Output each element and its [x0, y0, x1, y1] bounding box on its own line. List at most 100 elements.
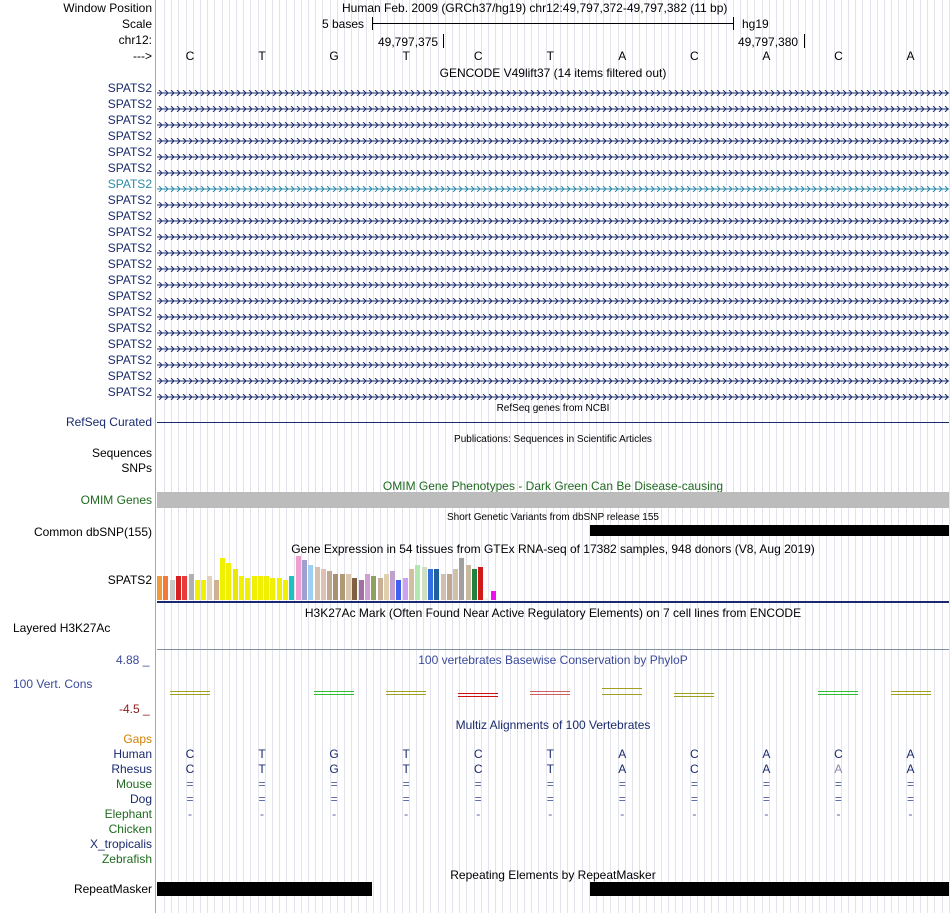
gencode-transcript-feature[interactable]	[157, 197, 949, 209]
multiz-species-label[interactable]: Rhesus	[111, 762, 152, 776]
gtex-tissue-bar[interactable]	[258, 576, 263, 600]
phylop-score-mark[interactable]	[674, 693, 714, 697]
gtex-tissue-bar[interactable]	[163, 576, 168, 600]
gtex-tissue-bar[interactable]	[485, 598, 490, 600]
gencode-transcript-feature[interactable]	[157, 133, 949, 145]
gencode-item-label[interactable]: SPATS2	[107, 273, 152, 287]
omim-track-title[interactable]: OMIM Gene Phenotypes - Dark Green Can Be…	[382, 479, 724, 493]
gtex-tissue-bar[interactable]	[189, 574, 194, 600]
gtex-tissue-bar[interactable]	[176, 576, 181, 600]
gtex-tissue-bar[interactable]	[315, 567, 320, 600]
gtex-tissue-bar[interactable]	[371, 576, 376, 600]
gencode-transcript-feature[interactable]	[157, 181, 949, 193]
h3k27ac-track-title[interactable]: H3K27Ac Mark (Often Found Near Active Re…	[304, 606, 802, 620]
omim-label[interactable]: OMIM Genes	[80, 493, 152, 507]
multiz-species-label[interactable]: X_tropicalis	[89, 837, 152, 851]
gencode-item-label[interactable]: SPATS2	[107, 289, 152, 303]
multiz-species-label[interactable]: Chicken	[108, 822, 152, 836]
gtex-tissue-bar[interactable]	[195, 580, 200, 600]
multiz-species-label[interactable]: Mouse	[115, 777, 152, 791]
gencode-transcript-feature[interactable]	[157, 325, 949, 337]
gencode-item-label[interactable]: SPATS2	[107, 193, 152, 207]
gencode-transcript-feature[interactable]	[157, 389, 949, 401]
gtex-tissue-bar[interactable]	[302, 560, 307, 600]
gtex-tissue-bar[interactable]	[453, 569, 458, 600]
gtex-tissue-bar[interactable]	[384, 574, 389, 600]
dbsnp-track-title[interactable]: Short Genetic Variants from dbSNP releas…	[447, 512, 659, 523]
gencode-transcript-feature[interactable]	[157, 309, 949, 321]
gtex-tissue-bar[interactable]	[321, 569, 326, 600]
gencode-item-label[interactable]: SPATS2	[107, 337, 152, 351]
gtex-tissue-bar[interactable]	[434, 569, 439, 600]
gtex-tissue-bar[interactable]	[478, 567, 483, 600]
gencode-transcript-feature[interactable]	[157, 149, 949, 161]
gtex-tissue-bar[interactable]	[327, 571, 332, 600]
gencode-transcript-feature[interactable]	[157, 277, 949, 289]
gtex-tissue-bar[interactable]	[409, 569, 414, 600]
gencode-transcript-feature[interactable]	[157, 165, 949, 177]
gencode-transcript-feature[interactable]	[157, 261, 949, 273]
gtex-tissue-bar[interactable]	[428, 569, 433, 600]
gtex-tissue-bar[interactable]	[283, 580, 288, 600]
gencode-transcript-feature[interactable]	[157, 373, 949, 385]
gencode-item-label[interactable]: SPATS2	[107, 225, 152, 239]
h3k27ac-label[interactable]: Layered H3K27Ac	[13, 621, 111, 635]
repeatmasker-label[interactable]: RepeatMasker	[73, 882, 152, 896]
gtex-tissue-bar[interactable]	[296, 556, 301, 600]
gencode-item-label[interactable]: SPATS2	[107, 257, 152, 271]
gtex-tissue-bar[interactable]	[340, 574, 345, 600]
gencode-transcript-feature[interactable]	[157, 213, 949, 225]
gencode-item-label[interactable]: SPATS2	[107, 321, 152, 335]
gencode-item-label[interactable]: SPATS2	[107, 385, 152, 399]
gtex-tissue-bar[interactable]	[252, 576, 257, 600]
gtex-tissue-bar[interactable]	[352, 578, 357, 600]
gtex-tissue-bar[interactable]	[214, 580, 219, 600]
gtex-tissue-bar[interactable]	[365, 574, 370, 600]
publications-track-title[interactable]: Publications: Sequences in Scientific Ar…	[454, 434, 652, 445]
phylop-score-mark[interactable]	[602, 688, 642, 695]
gtex-tissue-bar[interactable]	[233, 569, 238, 600]
gtex-tissue-bar[interactable]	[472, 569, 477, 600]
gtex-tissue-bar[interactable]	[390, 571, 395, 600]
gtex-tissue-bar[interactable]	[396, 580, 401, 600]
gtex-tissue-bar[interactable]	[277, 578, 282, 600]
gtex-track-title[interactable]: Gene Expression in 54 tissues from GTEx …	[291, 542, 815, 556]
gencode-transcript-feature[interactable]	[157, 117, 949, 129]
gtex-tissue-bar[interactable]	[491, 591, 496, 600]
gtex-tissue-bar[interactable]	[157, 576, 162, 600]
gtex-tissue-bar[interactable]	[226, 563, 231, 600]
gtex-tissue-bar[interactable]	[466, 565, 471, 600]
gtex-tissue-bar[interactable]	[459, 558, 464, 600]
gencode-transcript-feature[interactable]	[157, 341, 949, 353]
gencode-item-label[interactable]: SPATS2	[107, 129, 152, 143]
gtex-tissue-bar[interactable]	[182, 576, 187, 600]
dbsnp-label[interactable]: Common dbSNP(155)	[33, 525, 152, 539]
refseq-feature-line[interactable]	[157, 422, 949, 423]
gencode-item-label[interactable]: SPATS2	[107, 209, 152, 223]
gencode-item-label[interactable]: SPATS2	[107, 353, 152, 367]
gencode-item-label[interactable]: SPATS2	[107, 113, 152, 127]
gtex-tissue-bar[interactable]	[220, 558, 225, 600]
repeatmasker-track-title[interactable]: Repeating Elements by RepeatMasker	[450, 868, 656, 882]
gencode-track-title[interactable]: GENCODE V49lift37 (14 items filtered out…	[439, 66, 667, 80]
gtex-tissue-bar[interactable]	[239, 576, 244, 600]
gtex-tissue-bar[interactable]	[289, 576, 294, 600]
gencode-transcript-feature[interactable]	[157, 101, 949, 113]
phylop-score-mark[interactable]	[891, 691, 931, 695]
omim-feature-bar[interactable]	[157, 492, 949, 508]
gtex-tissue-bar[interactable]	[170, 580, 175, 600]
phylop-score-mark[interactable]	[314, 691, 354, 695]
gencode-item-label[interactable]: SPATS2	[107, 369, 152, 383]
phylop-label[interactable]: 100 Vert. Cons	[13, 677, 93, 691]
gtex-tissue-bar[interactable]	[403, 578, 408, 600]
gencode-transcript-feature[interactable]	[157, 357, 949, 369]
gencode-transcript-feature[interactable]	[157, 245, 949, 257]
repeatmasker-feature-1[interactable]	[157, 882, 372, 896]
gtex-tissue-bar[interactable]	[447, 574, 452, 600]
gtex-tissue-bar[interactable]	[207, 576, 212, 600]
gencode-transcript-feature[interactable]	[157, 85, 949, 97]
gtex-tissue-bar[interactable]	[441, 574, 446, 600]
multiz-species-label[interactable]: Human	[113, 747, 152, 761]
phylop-score-mark[interactable]	[818, 691, 858, 695]
phylop-track-title[interactable]: 100 vertebrates Basewise Conservation by…	[418, 653, 688, 667]
